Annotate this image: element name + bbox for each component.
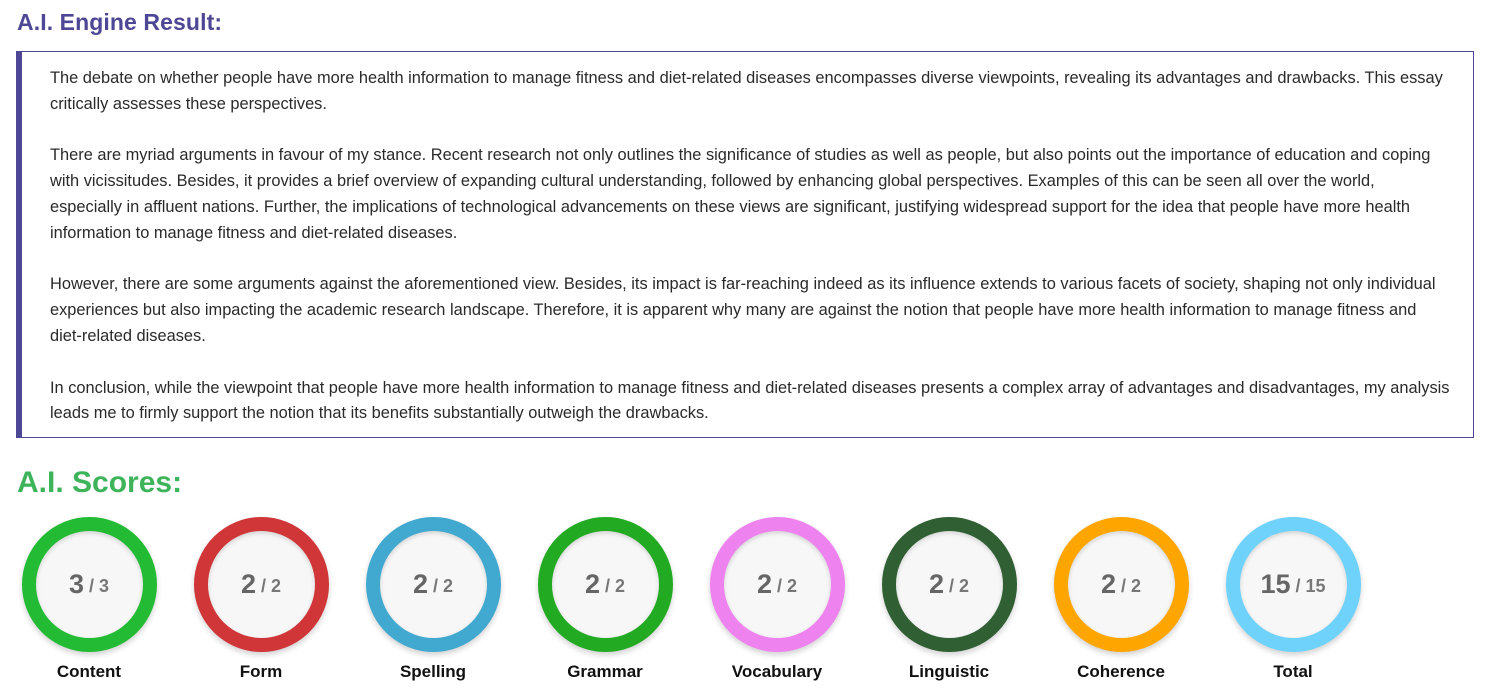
scores-title: A.I. Scores: <box>17 466 183 499</box>
score-ring: 2/ 2 <box>709 517 845 652</box>
score-value: 15 <box>1260 569 1291 599</box>
score-label: Vocabulary <box>731 662 823 681</box>
score-total: 15/ 15 Total <box>1207 517 1379 682</box>
score-coherence: 2/ 2 Coherence <box>1035 517 1207 682</box>
score-value: 2 <box>412 569 428 599</box>
score-max: / 2 <box>261 576 282 596</box>
score-value: 3 <box>68 569 84 599</box>
score-label: Spelling <box>399 662 467 681</box>
score-spelling: 2/ 2 Spelling <box>347 517 519 682</box>
score-grammar: 2/ 2 Grammar <box>519 517 691 682</box>
score-max: / 2 <box>605 576 626 596</box>
score-form: 2/ 2 Form <box>175 517 347 682</box>
score-max: / 15 <box>1295 576 1326 596</box>
score-value: 2 <box>240 569 256 599</box>
score-linguistic: 2/ 2 Linguistic <box>863 517 1035 682</box>
score-label: Total <box>1273 662 1313 681</box>
score-value: 2 <box>756 569 772 599</box>
engine-result-title: A.I. Engine Result: <box>17 9 223 35</box>
score-max: / 3 <box>89 576 110 596</box>
score-label: Grammar <box>567 662 643 681</box>
score-ring: 2/ 2 <box>1053 517 1189 652</box>
essay-paragraph-conclusion: In conclusion, while the viewpoint that … <box>50 378 1450 423</box>
essay-text: The debate on whether people have more h… <box>50 66 1450 427</box>
score-ring: 3/ 3 <box>21 517 157 652</box>
score-max: / 2 <box>1121 576 1142 596</box>
score-ring: 2/ 2 <box>537 517 673 652</box>
score-value: 2 <box>1100 569 1116 599</box>
score-label: Form <box>239 662 283 681</box>
score-value: 2 <box>928 569 944 599</box>
score-label: Content <box>56 662 122 681</box>
score-label: Linguistic <box>908 662 990 681</box>
score-content: 3/ 3 Content <box>3 517 175 682</box>
score-max: / 2 <box>949 576 970 596</box>
essay-paragraph-against: However, there are some arguments agains… <box>50 275 1436 345</box>
score-max: / 2 <box>433 576 454 596</box>
score-value: 2 <box>584 569 600 599</box>
score-vocabulary: 2/ 2 Vocabulary <box>691 517 863 682</box>
score-label: Coherence <box>1077 662 1165 681</box>
essay-paragraph-for: There are myriad arguments in favour of … <box>50 146 1431 242</box>
score-ring: 2/ 2 <box>193 517 329 652</box>
score-max: / 2 <box>777 576 798 596</box>
score-ring: 2/ 2 <box>881 517 1017 652</box>
essay-paragraph-intro: The debate on whether people have more h… <box>50 69 1443 113</box>
score-ring: 15/ 15 <box>1225 517 1361 652</box>
score-ring: 2/ 2 <box>365 517 501 652</box>
engine-result-box: The debate on whether people have more h… <box>16 51 1474 438</box>
